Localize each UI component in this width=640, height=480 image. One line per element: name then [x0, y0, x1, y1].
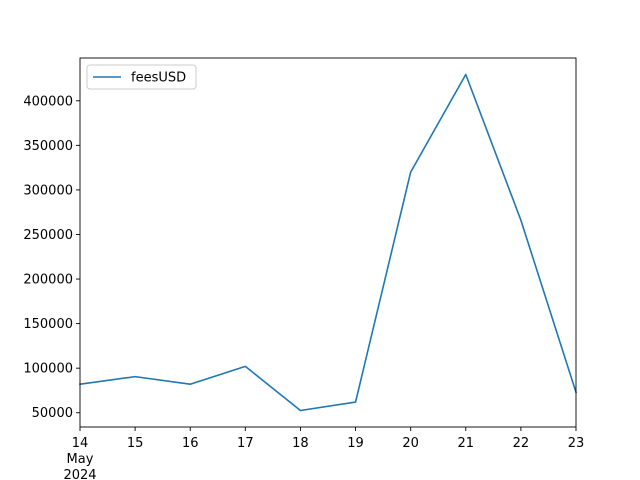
x-tick-label: 23: [568, 436, 585, 451]
y-tick-label: 200000: [23, 273, 73, 288]
x-tick-label: 17: [237, 436, 254, 451]
y-tick-label: 350000: [23, 139, 73, 154]
x-tick-label: 16: [182, 436, 199, 451]
x-tick-label: 20: [402, 436, 419, 451]
x-tick-label: 15: [127, 436, 144, 451]
legend-box: [86, 64, 197, 90]
x-secondary-label: 2024: [63, 468, 96, 480]
y-tick-label: 150000: [23, 317, 73, 332]
x-tick-label: 22: [513, 436, 530, 451]
x-tick-label: 19: [347, 436, 364, 451]
y-tick-label: 250000: [23, 228, 73, 243]
x-tick-label: 14: [72, 436, 89, 451]
series-line-0: [79, 73, 578, 412]
y-tick-label: 100000: [23, 362, 73, 377]
plot-frame: [79, 57, 577, 428]
y-tick-label: 300000: [23, 183, 73, 198]
x-tick-label: 21: [458, 436, 475, 451]
y-tick-label: 50000: [32, 406, 73, 421]
legend-label: feesUSD: [131, 71, 186, 86]
y-tick-label: 400000: [23, 94, 73, 109]
x-tick-label: 18: [292, 436, 309, 451]
x-secondary-label: May: [67, 452, 94, 467]
